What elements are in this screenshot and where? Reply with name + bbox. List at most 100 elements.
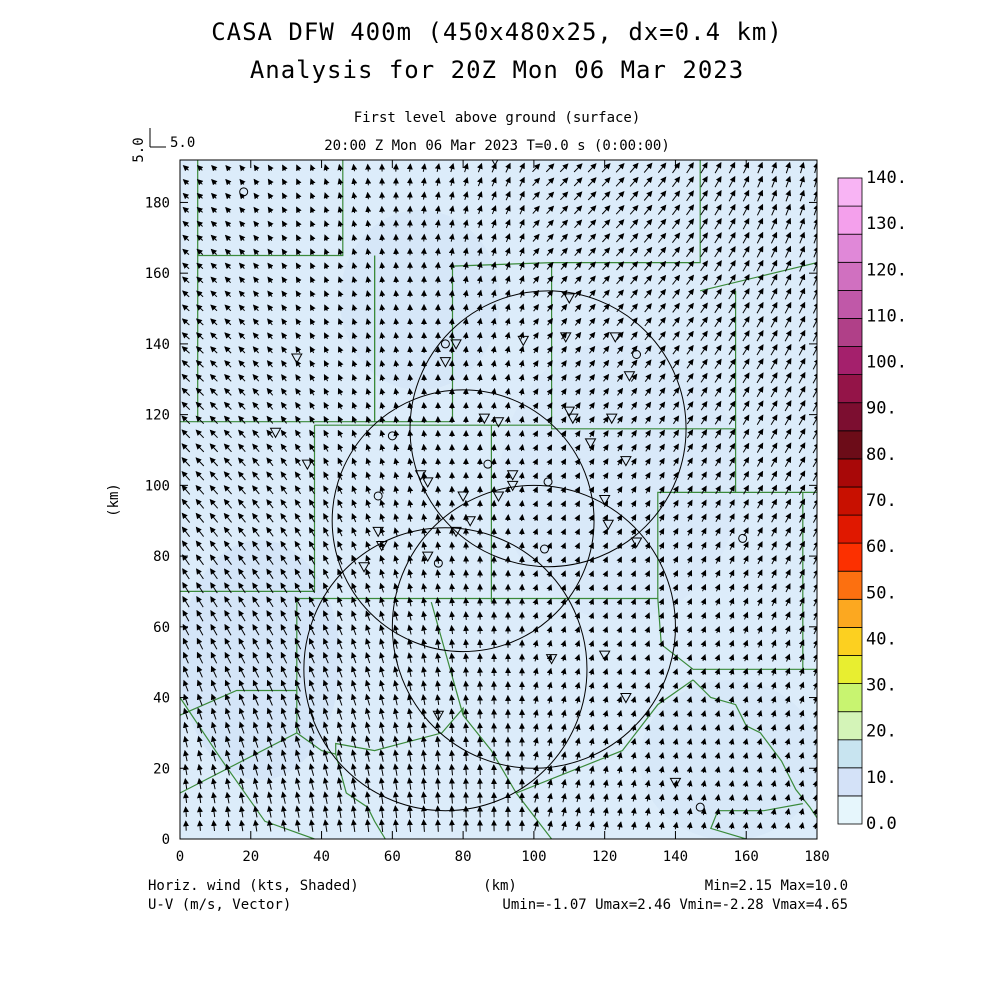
colorbar-label: 130. [866, 214, 907, 234]
wind-vector [337, 262, 344, 269]
wind-vector [379, 290, 386, 298]
wind-vector [448, 261, 455, 270]
wind-vector [574, 261, 582, 270]
wind-vector [182, 234, 190, 241]
wind-vector [448, 331, 455, 340]
wind-vector [267, 178, 274, 186]
wind-vector [519, 204, 525, 215]
wind-vector [686, 162, 694, 174]
x-tick-label: 100 [521, 849, 546, 865]
wind-vector [406, 163, 413, 172]
wind-vector [448, 345, 455, 354]
wind-vector [210, 318, 218, 326]
wind-vector [588, 247, 597, 257]
wind-vector [798, 315, 806, 328]
wind-vector [323, 220, 330, 227]
wind-vector [448, 805, 455, 818]
wind-vector [742, 189, 750, 202]
wind-vector [700, 288, 708, 299]
wind-vector [435, 485, 442, 494]
wind-vector [785, 217, 792, 230]
wind-vector [799, 189, 805, 202]
wind-vector [504, 331, 511, 340]
wind-vector [491, 190, 497, 201]
wind-vector [700, 190, 708, 202]
wind-vector [672, 246, 681, 257]
colorbar-swatch [837, 655, 863, 685]
wind-vector [588, 289, 596, 298]
wind-vector [546, 275, 554, 284]
wind-vector [587, 205, 597, 215]
wind-vector [602, 317, 610, 326]
wind-vector [324, 276, 330, 283]
colorbar-label: 100. [866, 353, 907, 373]
wind-vector [686, 176, 694, 188]
wind-vector [700, 330, 708, 341]
wind-vector [365, 219, 372, 228]
wind-vector [560, 275, 568, 284]
wind-vector [546, 233, 554, 242]
wind-vector [728, 231, 736, 244]
wind-vector [476, 416, 483, 424]
wind-vector [533, 289, 540, 298]
wind-vector [295, 318, 302, 326]
wind-vector [337, 220, 344, 228]
wind-vector [462, 233, 469, 242]
footer-left-1: Horiz. wind (kts, Shaded) [148, 878, 359, 894]
wind-vector [295, 304, 302, 312]
wind-vector [644, 331, 652, 341]
wind-vector [195, 332, 204, 340]
wind-vector [672, 162, 681, 174]
wind-vector [337, 234, 344, 242]
wind-vector [560, 205, 569, 215]
wind-vector [365, 276, 372, 284]
wind-vector [686, 330, 694, 341]
wind-vector [407, 360, 414, 368]
wind-vector [281, 276, 288, 284]
wind-vector [756, 203, 764, 216]
wind-vector [657, 176, 667, 188]
wind-vector [756, 330, 764, 342]
wind-vector [672, 344, 680, 355]
wind-vector [757, 161, 764, 174]
wind-vector [742, 302, 750, 314]
colorbar-label: 20. [866, 722, 897, 742]
wind-vector [351, 276, 358, 284]
wind-vector [742, 288, 750, 300]
y-tick-label: 40 [153, 691, 170, 707]
wind-vector [309, 318, 316, 326]
wind-vector [393, 304, 400, 312]
wind-vector [714, 218, 722, 230]
wind-vector [771, 217, 778, 230]
wind-vector [533, 275, 540, 284]
wind-vector [742, 273, 750, 286]
wind-vector [771, 189, 778, 202]
wind-vector [420, 247, 427, 256]
reference-vector-label: 5.0 [170, 135, 195, 151]
wind-vector [239, 164, 246, 172]
wind-vector [686, 204, 695, 216]
wind-vector [434, 247, 441, 256]
wind-vector [462, 777, 469, 790]
wind-vector [281, 290, 288, 298]
wind-vector [490, 472, 497, 480]
wind-vector [714, 260, 722, 272]
wind-vector [658, 331, 666, 341]
wind-vector [196, 276, 204, 284]
wind-vector [601, 163, 611, 173]
y-axis-label: (km) [106, 483, 122, 517]
wind-vector [463, 611, 470, 620]
wind-vector [462, 317, 469, 326]
wind-vector [812, 329, 817, 342]
wind-vector [476, 233, 483, 242]
wind-vector [757, 175, 764, 188]
wind-vector [476, 430, 483, 438]
wind-vector [490, 317, 497, 326]
wind-vector [296, 248, 302, 256]
colorbar-swatch [837, 542, 863, 572]
wind-vector [337, 192, 344, 200]
wind-vector [575, 346, 582, 354]
wind-vector [462, 791, 469, 804]
wind-vector [462, 247, 469, 256]
wind-vector [700, 176, 708, 188]
